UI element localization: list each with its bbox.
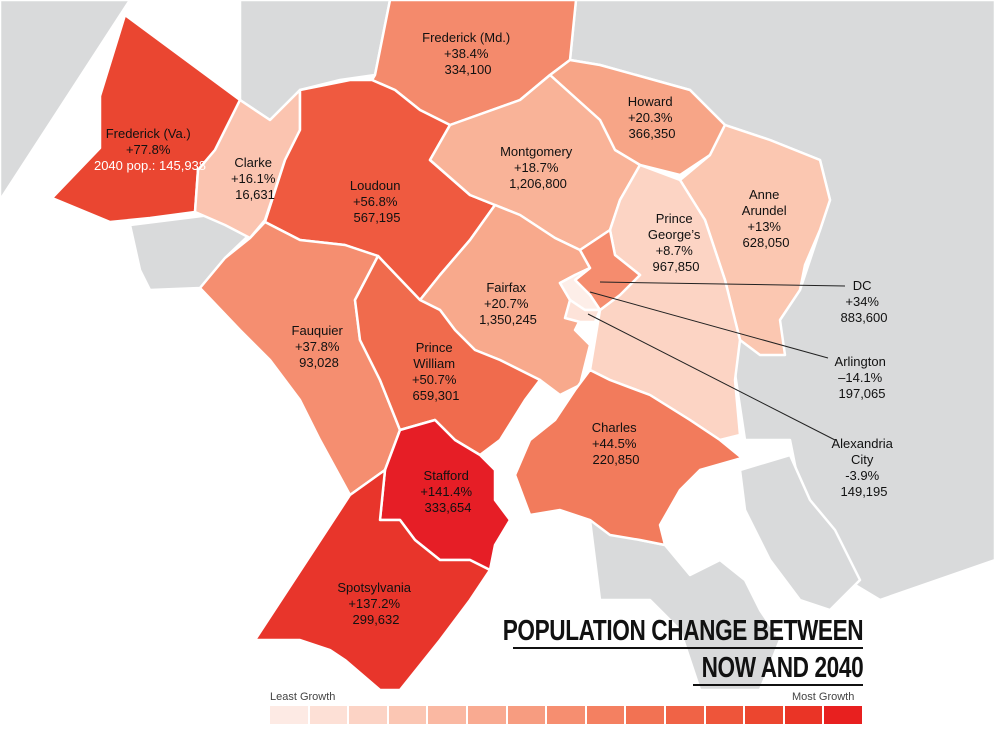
region-label-dc: DC +34% 883,600 xyxy=(841,278,888,325)
region-label-arlington: Arlington –14.1% 197,065 xyxy=(835,354,890,401)
region-label-montgomery: Montgomery +18.7% 1,206,800 xyxy=(500,144,576,191)
legend-swatch xyxy=(824,706,862,724)
region-pop-frederick-va: 2040 pop.: 145,938 xyxy=(94,158,206,173)
legend-swatch xyxy=(428,706,466,724)
legend-swatch xyxy=(309,706,348,724)
title-rule-2 xyxy=(693,684,863,686)
region-label-frederick-md: Frederick (Md.) +38.4% 334,100 xyxy=(422,30,514,77)
legend-swatch xyxy=(586,706,625,724)
region-label-stafford: Stafford +141.4% 333,654 xyxy=(420,468,475,515)
region-label-charles: Charles +44.5% 220,850 xyxy=(592,420,640,467)
legend-swatch xyxy=(507,706,546,724)
region-label-clarke: Clarke +16.1% 16,631 xyxy=(231,155,279,202)
legend-swatch xyxy=(467,706,506,724)
title-rule-1 xyxy=(513,647,863,649)
region-label-frederick-va: Frederick (Va.) +77.8% 2040 pop.: 145,93… xyxy=(94,126,206,173)
region-shape-spotsylvania xyxy=(253,468,492,692)
legend-high-label: Most Growth xyxy=(792,691,855,703)
leader-line-alexandria xyxy=(587,313,836,441)
region-label-fairfax: Fairfax +20.7% 1,350,245 xyxy=(479,280,537,327)
map-title-line-1: POPULATION CHANGE BETWEEN xyxy=(502,615,863,647)
region-shape-alexandria xyxy=(563,298,602,324)
legend-low-label: Least Growth xyxy=(270,691,336,703)
legend-swatch xyxy=(349,706,387,724)
region-shape-prince-william xyxy=(353,254,542,457)
region-labels: Frederick (Va.) +77.8% 2040 pop.: 145,93… xyxy=(94,30,896,627)
legend-color-scale xyxy=(270,706,862,724)
leader-line-dc xyxy=(599,281,846,287)
legend-swatch xyxy=(745,706,783,724)
legend-swatch xyxy=(784,706,823,724)
legend-swatch xyxy=(626,706,664,724)
region-label-anne-arundel: Anne Arundel +13% 628,050 xyxy=(742,187,790,250)
region-label-fauquier: Fauquier +37.8% 93,028 xyxy=(292,323,347,370)
leader-line-arlington xyxy=(589,291,829,359)
county-shapes xyxy=(50,0,832,692)
region-label-howard: Howard +20.3% 366,350 xyxy=(628,94,676,141)
legend-swatch xyxy=(388,706,427,724)
leader-lines xyxy=(587,281,846,441)
legend-swatch xyxy=(665,706,704,724)
legend-swatch xyxy=(705,706,744,724)
region-shape-charles xyxy=(513,368,744,547)
region-label-spotsylvania: Spotsylvania +137.2% 299,632 xyxy=(337,580,414,627)
legend-swatch xyxy=(547,706,585,724)
region-label-prince-william: Prince William +50.7% 659,301 xyxy=(412,340,460,403)
region-label-prince-georges: Prince George’s +8.7% 967,850 xyxy=(648,211,704,274)
legend-swatch xyxy=(270,706,308,724)
region-label-alexandria: Alexandria City -3.9% 149,195 xyxy=(831,436,896,499)
map-title-line-2: NOW AND 2040 xyxy=(701,652,863,684)
region-label-loudoun: Loudoun +56.8% 567,195 xyxy=(350,178,404,225)
